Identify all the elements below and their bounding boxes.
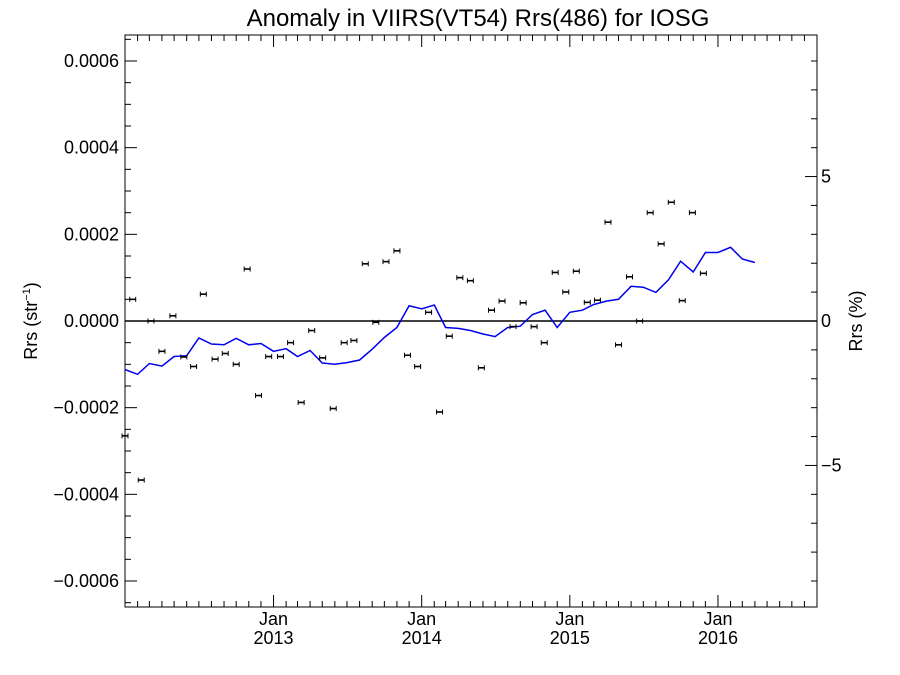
data-point [456,275,464,281]
data-point [436,409,444,415]
y-tick-label: −0.0004 [53,484,119,504]
data-point [382,259,390,265]
y2-axis: 5 0 −5 [805,60,842,582]
data-point [425,309,433,315]
data-point [477,365,485,371]
data-point [604,219,612,225]
data-point [169,313,177,319]
y-tick-label: 0.0000 [64,311,119,331]
data-point [372,319,380,325]
data-point [308,328,316,334]
y-tick-label: 0.0004 [64,138,119,158]
y-tick-label: 0.0006 [64,51,119,71]
data-point [562,289,570,295]
data-point [350,338,358,343]
plot-area: 0.0006 0.0004 0.0002 0.0000 −0.0002 −0.0004 −0… [53,34,842,648]
data-point [540,340,548,346]
y2-tick-label: 5 [821,167,831,187]
data-point [519,300,527,306]
data-point [287,340,295,346]
data-point [487,307,495,313]
data-point [121,433,129,439]
data-point [403,352,411,358]
y-tick-label: −0.0006 [53,571,119,591]
data-point [445,333,453,339]
series-trend-line [124,246,756,376]
data-point [137,477,145,483]
x-tick-label-month: Jan [407,609,436,629]
data-point [221,351,229,356]
data-point [243,266,251,272]
x-tick-label-year: 2015 [550,628,590,648]
y-tick-label: 0.0002 [64,224,119,244]
y-tick-label: −0.0002 [53,398,119,418]
y2-tick-label: 0 [821,311,831,331]
data-point [158,348,166,354]
data-point [551,269,559,275]
data-point [329,406,337,412]
x-tick-label-year: 2013 [254,628,294,648]
data-point [414,364,422,369]
y2-tick-label: −5 [821,455,842,475]
data-point [699,270,707,276]
data-point [180,354,188,360]
data-point [319,355,327,361]
y2-axis-label: Rrs (%) [846,291,866,352]
x-tick-label-year: 2016 [698,628,738,648]
data-point [147,318,155,324]
data-point [276,354,284,360]
data-point [265,354,273,360]
data-point [361,261,369,267]
data-point [199,291,207,297]
y-axis: 0.0006 0.0004 0.0002 0.0000 −0.0002 −0.0004 −0… [53,38,137,604]
data-point [625,274,633,280]
data-point [190,364,198,369]
x-tick-label-month: Jan [703,609,732,629]
x-tick-label-month: Jan [259,609,288,629]
data-point [678,298,686,304]
y-axis-label: Rrs (str−1) [21,282,41,360]
data-point [498,298,506,304]
data-point [255,393,263,399]
data-point [211,356,219,362]
data-point [688,210,696,216]
data-point [572,268,580,274]
data-point [583,299,591,305]
x-tick-label-year: 2014 [402,628,442,648]
chart-title: Anomaly in VIIRS(VT54) Rrs(486) for IOSG [247,5,710,32]
data-point [340,340,348,346]
data-point [615,342,623,348]
x-tick-label-month: Jan [555,609,584,629]
data-point [636,318,644,324]
data-point [129,296,137,302]
data-point [393,248,401,254]
data-point [657,241,665,247]
data-point [297,399,305,405]
data-point [466,278,474,284]
data-point [593,297,601,303]
data-point [530,324,538,330]
data-point [509,324,517,330]
data-point [232,361,240,367]
data-point [667,199,675,205]
series-points [121,199,707,483]
data-point [646,210,654,216]
